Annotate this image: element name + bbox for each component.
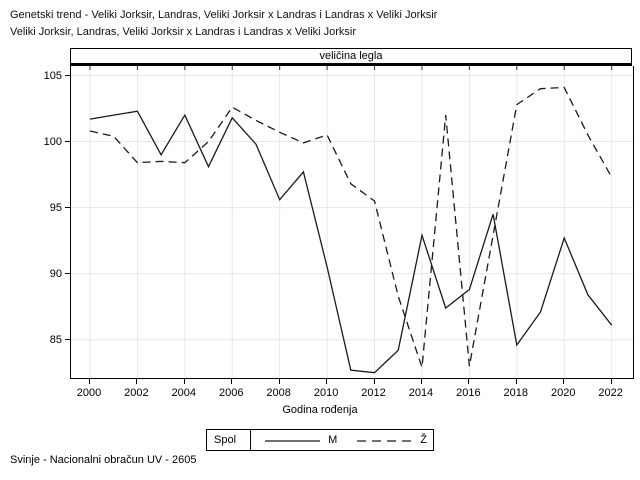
x-tick-label: 2016 [456, 387, 481, 399]
legend-divider [250, 430, 252, 450]
x-tick-label: 2000 [76, 387, 102, 399]
y-tick-label: 105 [43, 69, 62, 82]
y-tick-mark [65, 273, 70, 275]
x-axis-label: Godina rođenja [282, 404, 358, 416]
x-tick-mark [88, 379, 90, 384]
x-tick-mark [278, 379, 280, 384]
x-tick-mark [420, 379, 422, 384]
x-tick-label: 2002 [124, 387, 149, 399]
x-tick-mark [231, 379, 233, 384]
y-tick-label: 85 [49, 333, 62, 346]
x-tick-label: 2006 [218, 387, 244, 399]
legend-entry-label-m: M [328, 434, 338, 446]
band-header-label: veličina legla [319, 50, 383, 62]
x-tick-mark [610, 379, 612, 384]
x-tick-mark [136, 379, 138, 384]
chart-canvas [71, 66, 633, 378]
plot-area [70, 66, 634, 379]
x-tick-label: 2018 [503, 387, 529, 399]
y-tick-mark [65, 75, 70, 76]
x-tick-mark [373, 379, 375, 384]
x-tick-label: 2022 [598, 387, 623, 399]
x-tick-mark [326, 379, 328, 384]
x-tick-mark [515, 379, 517, 384]
x-tick-label: 2020 [550, 387, 576, 399]
column-band-header: veličina legla [70, 48, 632, 66]
x-tick-label: 2010 [313, 387, 339, 399]
legend-line-sample-z [357, 434, 413, 446]
y-tick-mark [65, 339, 70, 341]
x-tick-label: 2008 [266, 387, 291, 399]
y-tick-mark [65, 141, 70, 143]
y-tick-label: 100 [43, 135, 62, 148]
y-tick-mark [65, 207, 70, 209]
chart-title-line1: Genetski trend - Veliki Jorksir, Landras… [10, 9, 438, 21]
footnote: Svinje - Nacionalni obračun UV - 2605 [10, 454, 197, 466]
legend-line-sample-m [265, 434, 321, 446]
legend-title: Spol [214, 434, 237, 446]
chart-title-line2: Veliki Jorksir, Landras, Veliki Jorksir … [10, 26, 357, 38]
x-tick-mark [563, 379, 565, 384]
y-tick-label: 95 [49, 201, 62, 214]
legend-box: Spol M Ž [206, 429, 434, 451]
x-tick-mark [183, 379, 185, 384]
x-tick-mark [468, 379, 470, 384]
x-tick-label: 2014 [408, 387, 434, 399]
x-tick-label: 2004 [171, 387, 197, 399]
series-line-Ž [89, 86, 613, 368]
y-tick-label: 90 [49, 267, 62, 280]
series-line-M [89, 110, 613, 374]
x-tick-label: 2012 [361, 387, 386, 399]
legend-entry-label-z: Ž [420, 434, 427, 446]
